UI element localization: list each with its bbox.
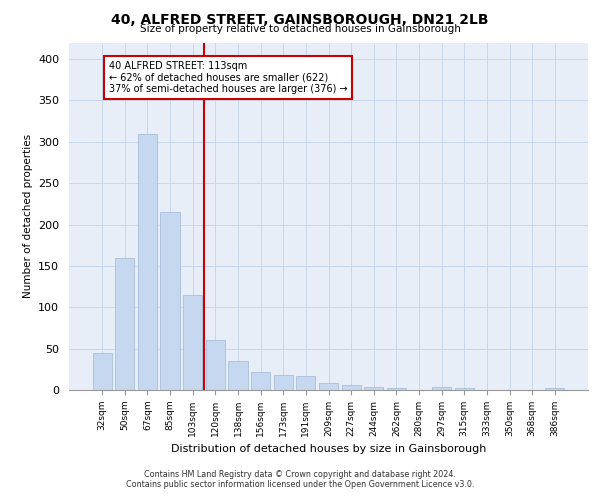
Bar bbox=[274, 375, 293, 390]
X-axis label: Distribution of detached houses by size in Gainsborough: Distribution of detached houses by size … bbox=[171, 444, 486, 454]
Bar bbox=[387, 388, 406, 390]
Bar bbox=[229, 361, 248, 390]
Bar bbox=[455, 388, 474, 390]
Bar bbox=[92, 353, 112, 390]
Bar bbox=[432, 386, 451, 390]
Bar bbox=[138, 134, 157, 390]
Bar bbox=[341, 385, 361, 390]
Text: Contains HM Land Registry data © Crown copyright and database right 2024.
Contai: Contains HM Land Registry data © Crown c… bbox=[126, 470, 474, 489]
Bar bbox=[545, 388, 565, 390]
Y-axis label: Number of detached properties: Number of detached properties bbox=[23, 134, 32, 298]
Text: 40, ALFRED STREET, GAINSBOROUGH, DN21 2LB: 40, ALFRED STREET, GAINSBOROUGH, DN21 2L… bbox=[111, 12, 489, 26]
Bar bbox=[319, 384, 338, 390]
Bar bbox=[115, 258, 134, 390]
Bar bbox=[296, 376, 316, 390]
Bar bbox=[160, 212, 180, 390]
Text: Size of property relative to detached houses in Gainsborough: Size of property relative to detached ho… bbox=[140, 24, 460, 34]
Bar bbox=[251, 372, 270, 390]
Bar bbox=[364, 386, 383, 390]
Text: 40 ALFRED STREET: 113sqm
← 62% of detached houses are smaller (622)
37% of semi-: 40 ALFRED STREET: 113sqm ← 62% of detach… bbox=[109, 60, 347, 94]
Bar bbox=[206, 340, 225, 390]
Bar bbox=[183, 295, 202, 390]
